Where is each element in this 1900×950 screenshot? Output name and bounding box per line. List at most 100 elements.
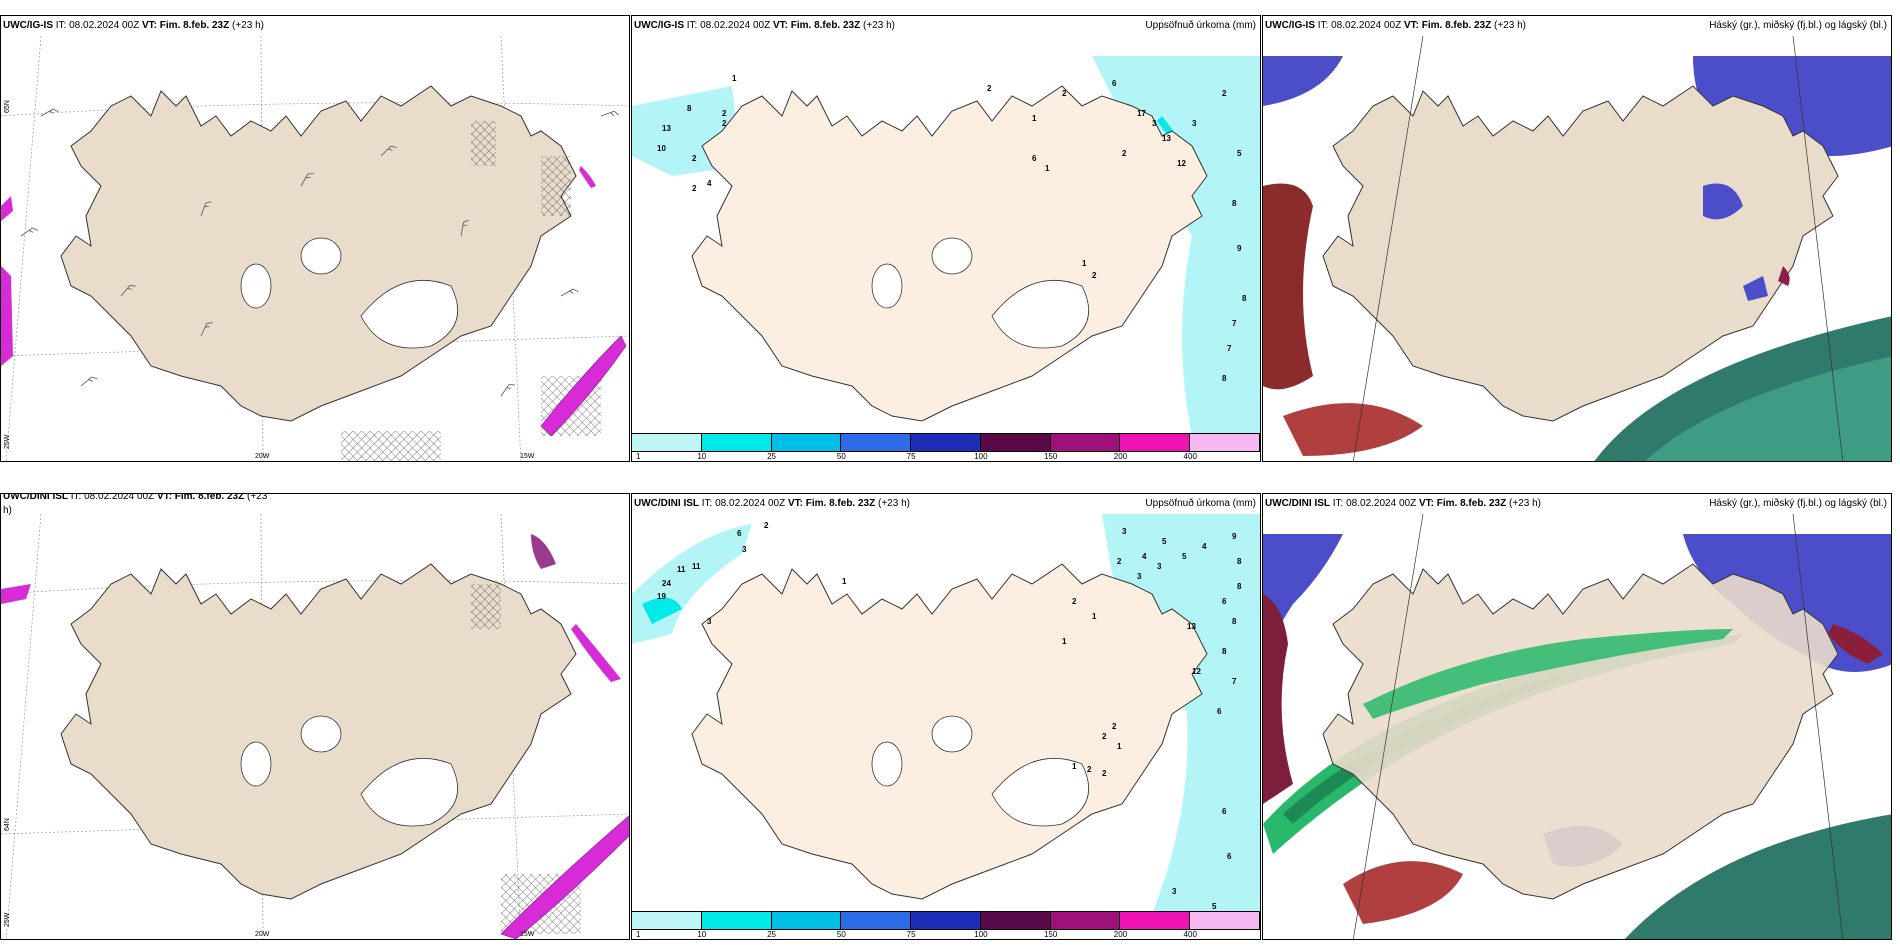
panel-header: UWC/DINI ISL IT: 08.02.2024 00Z VT: Fim.…	[634, 498, 910, 509]
panel-precip-igis: UWC/IG-IS IT: 08.02.2024 00Z VT: Fim. 8.…	[631, 15, 1261, 462]
colorbar-swatch	[1120, 434, 1191, 451]
precip-value: 19	[657, 592, 666, 601]
precip-value: 12	[1177, 159, 1186, 168]
wind-map: 65N 25W 20W 15W	[1, 36, 629, 461]
precip-value: 2	[1222, 89, 1227, 98]
colorbar-swatch	[1190, 912, 1260, 929]
colorbar-label: 1	[636, 930, 641, 939]
precip-value: 4	[707, 179, 712, 188]
precip-value: 8	[1222, 647, 1227, 656]
precip-value: 1	[1072, 762, 1077, 771]
lon-label-15w: 15W	[520, 453, 535, 460]
panel-header: UWC/DINI ISL IT: 08.02.2024 00Z VT: Fim.…	[3, 493, 268, 516]
panel-title-precip: Uppsöfnuð úrkoma (mm)	[1145, 498, 1256, 509]
precip-value: 3	[1192, 119, 1197, 128]
precip-value: 4	[1142, 552, 1147, 561]
precip-value: 8	[1242, 294, 1247, 303]
precip-value: 6	[1227, 852, 1232, 861]
precip-colorbar: 1 10 25 50 75 100 150 200 400	[632, 433, 1260, 461]
precip-value: 3	[742, 545, 747, 554]
precip-value: 1	[1092, 612, 1097, 621]
colorbar-label: 25	[767, 930, 776, 939]
colorbar-label: 400	[1183, 452, 1197, 461]
panel-title-clouds: Háský (gr.), miðský (fj.bl.) og lágský (…	[1709, 498, 1887, 509]
colorbar-swatch	[1050, 434, 1121, 451]
colorbar-label: 1	[636, 452, 641, 461]
precip-value: 1	[1032, 114, 1037, 123]
precip-value: 6	[1112, 79, 1117, 88]
precip-value: 13	[1187, 622, 1196, 631]
colorbar-label: 150	[1043, 452, 1058, 461]
precip-value: 1	[1117, 742, 1122, 751]
colorbar-label: 150	[1043, 930, 1058, 939]
lon-label-15w: 15W	[520, 931, 535, 938]
panel-header: UWC/DINI ISL IT: 08.02.2024 00Z VT: Fim.…	[1265, 498, 1541, 509]
precip-value: 2	[1087, 765, 1092, 774]
precip-value: 8	[1232, 617, 1237, 626]
colorbar-label: 400	[1183, 930, 1197, 939]
lat-label-64n: 64N	[4, 818, 11, 831]
colorbar-swatch	[1050, 912, 1121, 929]
lon-label-20w: 20W	[255, 453, 270, 460]
wind-map: 64N 25W 20W 15W	[1, 514, 629, 939]
precip-value: 6	[1032, 154, 1037, 163]
precip-value: 6	[1222, 807, 1227, 816]
precip-value: 6	[1222, 597, 1227, 606]
precip-value: 8	[1222, 374, 1227, 383]
panel-precip-dini: UWC/DINI ISL IT: 08.02.2024 00Z VT: Fim.…	[631, 493, 1261, 940]
colorbar-label: 75	[906, 452, 916, 461]
colorbar-label: 75	[906, 930, 916, 939]
lon-label-25w: 25W	[4, 912, 11, 927]
colorbar-swatch	[980, 912, 1051, 929]
precip-value: 9	[1232, 532, 1237, 541]
cloud-map	[1263, 36, 1891, 461]
precip-value: 8	[1232, 199, 1237, 208]
precip-value: 4	[1202, 542, 1207, 551]
precip-value: 1	[1062, 637, 1067, 646]
precip-value: 5	[1162, 537, 1167, 546]
precip-value: 11	[692, 562, 701, 571]
colorbar-swatch	[771, 912, 842, 929]
precip-value: 7	[1232, 319, 1237, 328]
precip-value: 2	[1062, 89, 1067, 98]
precip-value: 10	[657, 144, 666, 153]
precip-value: 1	[1082, 259, 1087, 268]
precip-value: 7	[1227, 344, 1232, 353]
precip-value: 3	[1137, 572, 1142, 581]
precip-value: 6	[737, 529, 742, 538]
precip-value: 2	[1122, 149, 1127, 158]
precip-value: 2	[722, 119, 727, 128]
precip-value: 2	[1072, 597, 1077, 606]
colorbar-label: 25	[767, 452, 776, 461]
colorbar-label: 10	[697, 452, 707, 461]
precip-value: 7	[1232, 677, 1237, 686]
precip-value: 2	[692, 154, 697, 163]
colorbar-label: 200	[1113, 452, 1128, 461]
colorbar-label: 100	[974, 930, 988, 939]
colorbar-label: 100	[974, 452, 988, 461]
panel-wind-dini: UWC/DINI ISL IT: 08.02.2024 00Z VT: Fim.…	[0, 493, 630, 940]
precip-value: 2	[1102, 732, 1107, 741]
colorbar-label: 50	[836, 452, 846, 461]
precip-value: 13	[662, 124, 671, 133]
panel-clouds-igis: UWC/IG-IS IT: 08.02.2024 00Z VT: Fim. 8.…	[1262, 15, 1892, 462]
precip-value: 5	[1212, 902, 1217, 911]
precip-value: 5	[1182, 552, 1187, 561]
colorbar-label: 200	[1113, 930, 1128, 939]
precip-value: 17	[1137, 109, 1146, 118]
precip-value: 2	[692, 184, 697, 193]
lat-label-65n: 65N	[4, 100, 11, 113]
precip-value: 2	[1112, 722, 1117, 731]
colorbar-label: 50	[836, 930, 846, 939]
colorbar-swatch	[771, 434, 842, 451]
colorbar-swatch	[701, 434, 772, 451]
lon-label-25w: 25W	[4, 434, 11, 449]
colorbar-swatch	[980, 434, 1051, 451]
precip-value: 1	[1045, 164, 1050, 173]
precip-value: 1	[842, 577, 847, 586]
colorbar-swatch	[1120, 912, 1191, 929]
precip-value: 13	[1162, 134, 1171, 143]
precip-value: 3	[1172, 887, 1177, 896]
